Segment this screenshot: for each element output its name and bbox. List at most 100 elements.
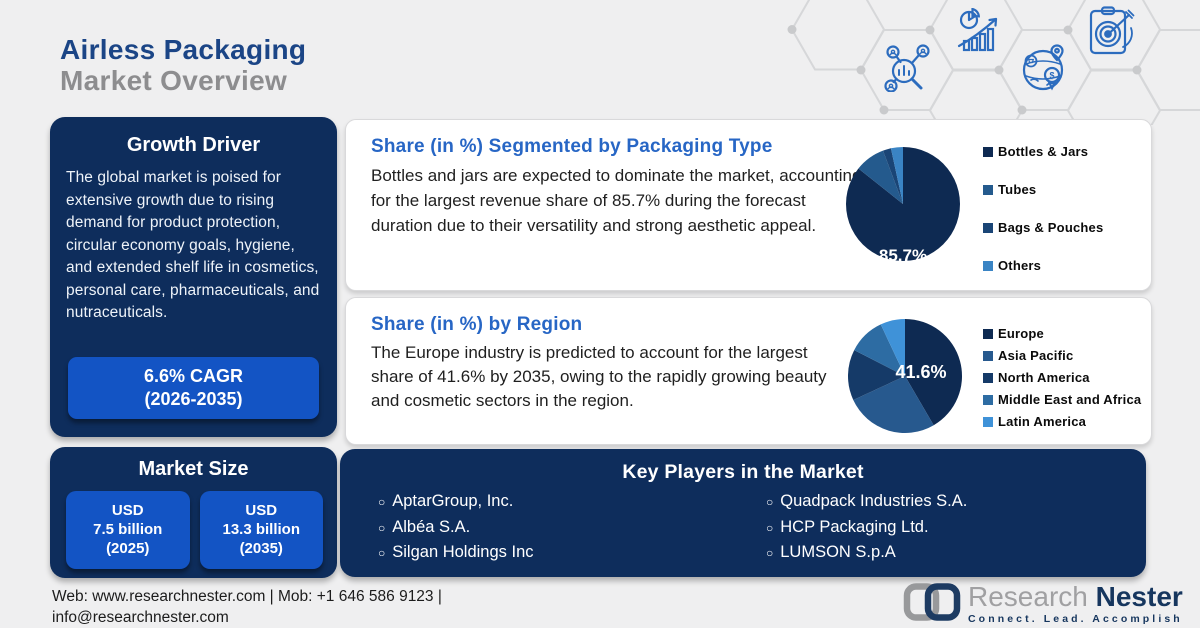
footer-contact-line2: info@researchnester.com bbox=[52, 609, 229, 626]
legend-label: North America bbox=[998, 370, 1090, 385]
legend-label: Tubes bbox=[998, 182, 1037, 197]
legend-label: Latin America bbox=[998, 414, 1087, 429]
region-card-text: The Europe industry is predicted to acco… bbox=[371, 343, 827, 410]
key-player-item: ○ AptarGroup, Inc. bbox=[378, 489, 766, 515]
legend-marker-icon bbox=[983, 222, 993, 233]
market-size-year: (2025) bbox=[106, 540, 150, 557]
key-player-item: ○ HCP Packaging Ltd. bbox=[766, 515, 1130, 541]
key-player-item: ○ Quadpack Industries S.A. bbox=[766, 489, 1130, 515]
key-player-name: Quadpack Industries S.A. bbox=[780, 492, 968, 510]
legend-item: Bags & Pouches bbox=[983, 220, 1103, 235]
legend-marker-icon bbox=[983, 416, 993, 427]
market-research-icon bbox=[884, 44, 930, 92]
key-player-name: Albéa S.A. bbox=[392, 517, 471, 536]
region-pie-chart bbox=[848, 319, 962, 433]
market-size-currency: USD bbox=[111, 502, 144, 519]
page-title-line1: Airless Packaging bbox=[60, 34, 307, 65]
market-size-amount: 13.3 billion bbox=[222, 521, 301, 538]
pie-slice-tubes bbox=[858, 150, 903, 204]
market-size-currency: USD bbox=[245, 502, 278, 519]
pie-slice-others bbox=[890, 147, 903, 204]
legend-marker-icon bbox=[983, 394, 993, 405]
legend-marker-icon bbox=[983, 328, 993, 339]
legend-label: Asia Pacific bbox=[998, 348, 1074, 363]
key-players-heading: Key Players in the Market bbox=[622, 461, 864, 483]
legend-item: Asia Pacific bbox=[983, 348, 1141, 363]
legend-marker-icon bbox=[983, 184, 993, 195]
legend-item: Tubes bbox=[983, 182, 1103, 197]
chain-link-logo-icon bbox=[903, 583, 961, 621]
cagr-period: (2026-2035) bbox=[144, 389, 243, 409]
legend-item: Latin America bbox=[983, 414, 1141, 429]
key-player-item: ○ Albéa S.A. bbox=[378, 515, 766, 541]
page-title-line2: Market Overview bbox=[60, 65, 288, 96]
packaging-pie-chart bbox=[846, 147, 960, 261]
logo-word-research: Research bbox=[968, 581, 1088, 612]
key-players-panel: Key Players in the Market ○ AptarGroup, I… bbox=[340, 449, 1146, 577]
svg-text:$: $ bbox=[1049, 71, 1054, 81]
key-players-columns: ○ AptarGroup, Inc. ○ Albéa S.A. ○ Silgan Hold… bbox=[378, 489, 1130, 566]
circle-bullet-icon: ○ bbox=[378, 495, 386, 509]
target-strategy-icon bbox=[1089, 6, 1135, 55]
cagr-badge: 6.6% CAGR (2026-2035) bbox=[68, 357, 319, 419]
market-size-year: (2035) bbox=[239, 540, 283, 557]
market-size-heading: Market Size bbox=[138, 458, 249, 480]
circle-bullet-icon: ○ bbox=[766, 495, 774, 509]
packaging-type-card: Share (in %) Segmented by Packaging Type… bbox=[345, 119, 1152, 291]
circle-bullet-icon: ○ bbox=[378, 520, 386, 535]
global-market-icon: $ bbox=[1022, 44, 1064, 91]
packaging-pie-legend: Bottles & Jars Tubes Bags & Pouches Others bbox=[983, 144, 1103, 273]
cagr-value: 6.6% CAGR bbox=[143, 366, 244, 386]
pie-slice-latin-america bbox=[880, 319, 905, 376]
packaging-card-text: Bottles and jars are expected to dominat… bbox=[371, 166, 862, 235]
logo-tagline: Connect. Lead. Accomplish bbox=[968, 613, 1183, 625]
logo-text: Research Nester Connect. Lead. Accomplis… bbox=[968, 582, 1183, 625]
market-size-amount: 7.5 billion bbox=[93, 521, 163, 538]
legend-label: Europe bbox=[998, 326, 1044, 341]
pie-slice-north-america bbox=[848, 350, 905, 400]
growth-driver-panel: Growth Driver The global market is poise… bbox=[50, 117, 337, 437]
logo-word-nester: Nester bbox=[1095, 581, 1183, 612]
growth-analytics-icon bbox=[957, 8, 998, 52]
packaging-pie-data-label: 85.7% bbox=[878, 246, 928, 265]
footer-contact-line1: Web: www.researchnester.com | Mob: +1 64… bbox=[52, 588, 442, 605]
legend-label: Others bbox=[998, 258, 1042, 273]
legend-item: Middle East and Africa bbox=[983, 392, 1141, 407]
market-size-2035-badge: USD 13.3 billion (2035) bbox=[199, 491, 323, 569]
legend-marker-icon bbox=[983, 372, 993, 383]
region-pie-data-label: 41.6% bbox=[895, 362, 947, 382]
legend-item: Others bbox=[983, 258, 1103, 273]
pie-slice-bags-pouches bbox=[883, 148, 903, 204]
legend-label: Bottles & Jars bbox=[998, 144, 1089, 159]
pie-slice-middle-east-and-africa bbox=[854, 324, 905, 376]
circle-bullet-icon: ○ bbox=[766, 520, 774, 535]
legend-label: Bags & Pouches bbox=[998, 220, 1104, 235]
growth-driver-heading: Growth Driver bbox=[126, 134, 261, 156]
growth-driver-text: The global market is poised for extensiv… bbox=[66, 169, 320, 321]
circle-bullet-icon: ○ bbox=[766, 546, 774, 560]
key-players-column-2: ○ Quadpack Industries S.A. ○ HCP Packaging … bbox=[766, 489, 1130, 566]
key-player-name: AptarGroup, Inc. bbox=[392, 492, 514, 510]
company-logo: Research Nester Connect. Lead. Accomplis… bbox=[903, 582, 1183, 625]
legend-item: North America bbox=[983, 370, 1141, 385]
region-card: Share (in %) by Region The Europe indust… bbox=[345, 297, 1152, 445]
pie-slice-europe bbox=[905, 319, 962, 426]
legend-label: Middle East and Africa bbox=[998, 392, 1142, 407]
region-card-title: Share (in %) by Region bbox=[371, 314, 583, 335]
footer-contact: Web: www.researchnester.com | Mob: +1 64… bbox=[52, 586, 442, 628]
packaging-card-title: Share (in %) Segmented by Packaging Type bbox=[371, 136, 773, 157]
key-player-name: Silgan Holdings Inc bbox=[392, 543, 534, 561]
page-title: Airless Packaging Market Overview bbox=[60, 34, 306, 96]
key-player-item: ○ Silgan Holdings Inc bbox=[378, 540, 766, 566]
key-player-name: LUMSON S.p.A bbox=[780, 543, 896, 561]
hexagon-pattern-background bbox=[787, 0, 1200, 125]
circle-bullet-icon: ○ bbox=[378, 546, 386, 560]
legend-marker-icon bbox=[983, 260, 993, 271]
legend-item: Bottles & Jars bbox=[983, 144, 1103, 159]
key-player-item: ○ LUMSON S.p.A bbox=[766, 540, 1130, 566]
market-size-2025-badge: USD 7.5 billion (2025) bbox=[66, 491, 190, 569]
key-player-name: HCP Packaging Ltd. bbox=[780, 517, 929, 536]
legend-item: Europe bbox=[983, 326, 1141, 341]
key-players-column-1: ○ AptarGroup, Inc. ○ Albéa S.A. ○ Silgan Hold… bbox=[378, 489, 766, 566]
legend-marker-icon bbox=[983, 146, 993, 157]
